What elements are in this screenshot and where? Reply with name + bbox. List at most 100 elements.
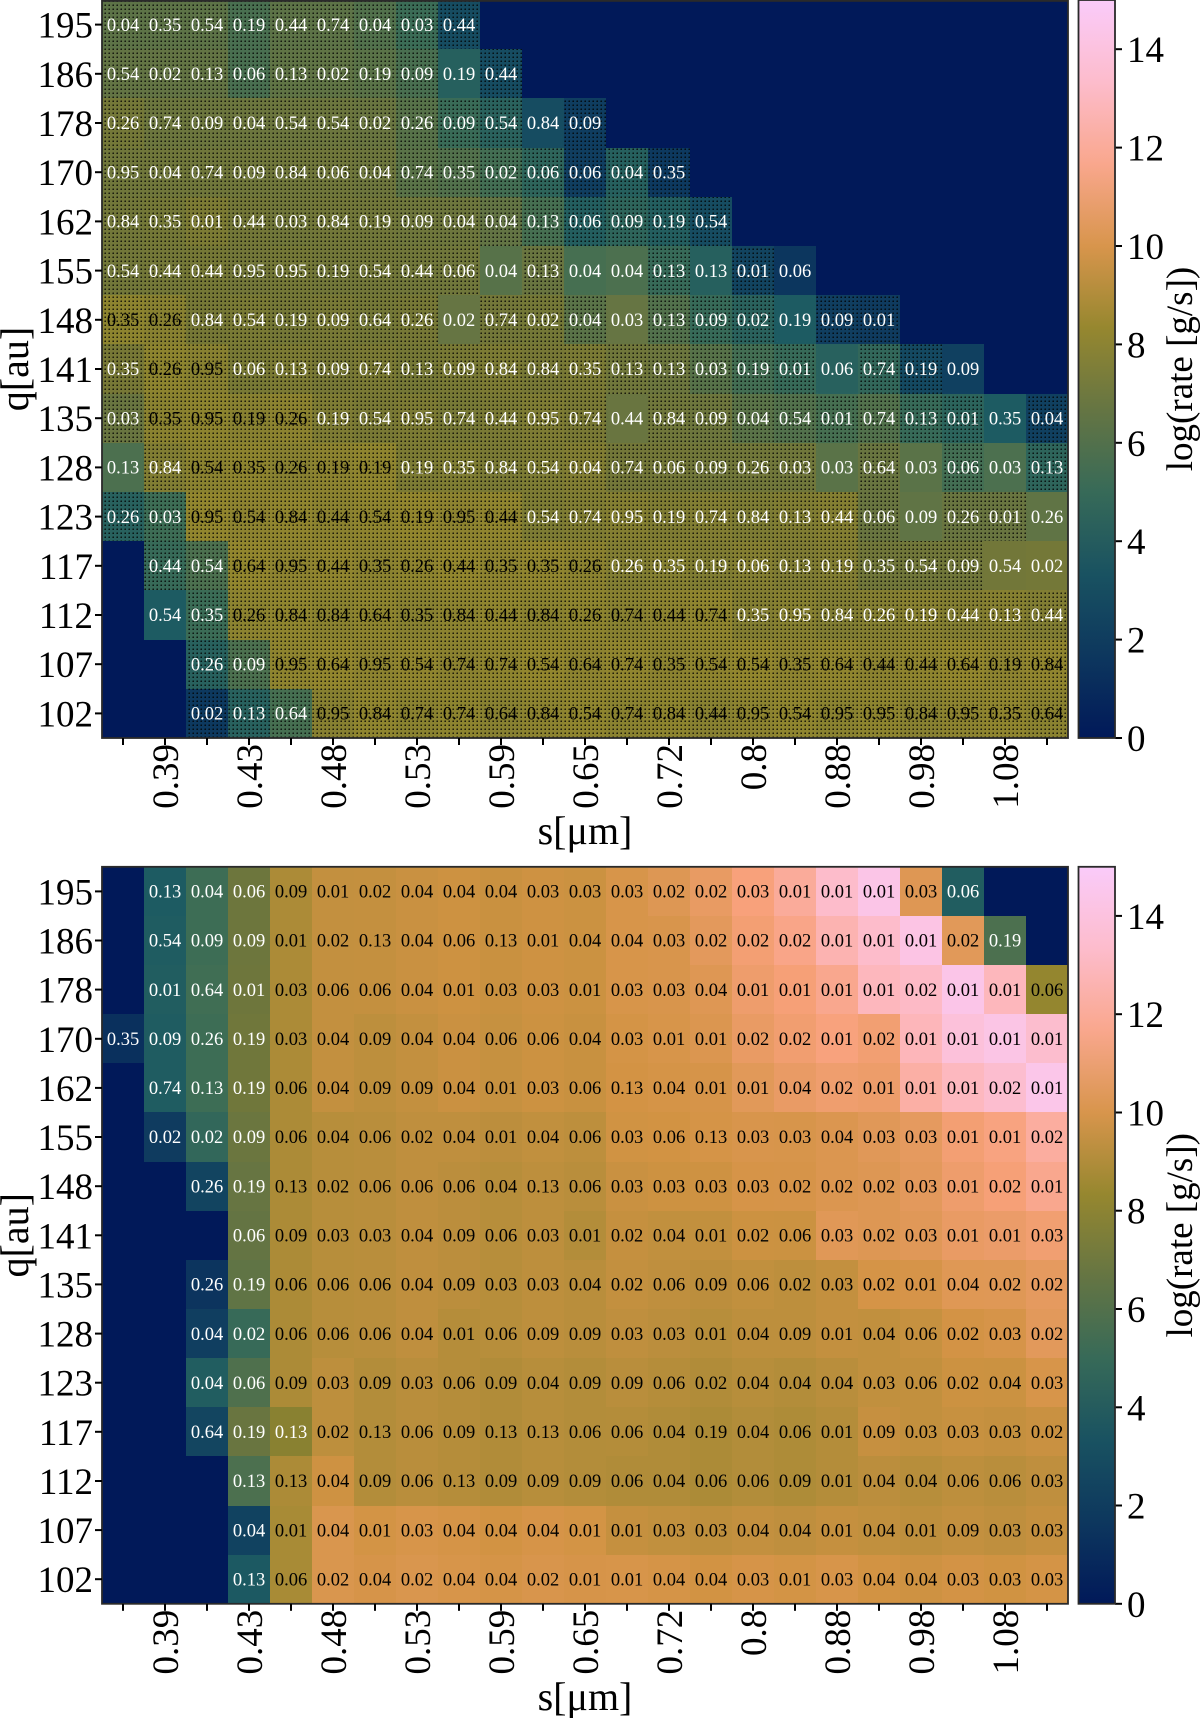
svg-text:0.64: 0.64 (191, 981, 223, 1001)
svg-text:0.06: 0.06 (947, 1472, 979, 1492)
svg-text:0.44: 0.44 (653, 606, 685, 626)
svg-text:0.95: 0.95 (821, 705, 853, 725)
svg-text:0.01: 0.01 (611, 1521, 643, 1541)
svg-text:0.02: 0.02 (611, 1276, 643, 1296)
svg-text:0.02: 0.02 (191, 705, 223, 725)
svg-text:0.06: 0.06 (233, 65, 265, 85)
svg-text:0.04: 0.04 (821, 1128, 853, 1148)
svg-text:0.35: 0.35 (233, 459, 265, 479)
svg-text:0.04: 0.04 (485, 883, 517, 903)
svg-text:0.03: 0.03 (1031, 1521, 1063, 1541)
svg-text:0.02: 0.02 (737, 1227, 769, 1247)
svg-text:0.19: 0.19 (401, 459, 433, 479)
svg-text:0.04: 0.04 (611, 932, 643, 952)
svg-text:128: 128 (38, 448, 94, 489)
svg-text:0.03: 0.03 (989, 1521, 1021, 1541)
svg-text:0.35: 0.35 (989, 409, 1021, 429)
svg-text:0.03: 0.03 (947, 1423, 979, 1443)
svg-text:0.01: 0.01 (359, 1521, 391, 1541)
svg-text:0.95: 0.95 (359, 655, 391, 675)
svg-text:135: 135 (38, 399, 94, 440)
svg-text:0.04: 0.04 (359, 16, 391, 36)
svg-text:0.01: 0.01 (443, 981, 475, 1001)
svg-text:0.74: 0.74 (611, 705, 643, 725)
svg-text:0.06: 0.06 (653, 1374, 685, 1394)
svg-text:0.13: 0.13 (779, 557, 811, 577)
svg-text:0.06: 0.06 (905, 1374, 937, 1394)
svg-text:0.13: 0.13 (527, 1177, 559, 1197)
svg-text:0.04: 0.04 (233, 114, 265, 134)
svg-text:0.02: 0.02 (317, 1423, 349, 1443)
svg-text:0.95: 0.95 (191, 409, 223, 429)
svg-text:0.44: 0.44 (1031, 606, 1063, 626)
svg-text:0.03: 0.03 (779, 1128, 811, 1148)
svg-text:0.26: 0.26 (107, 508, 139, 528)
svg-text:0.01: 0.01 (905, 1276, 937, 1296)
svg-text:0.74: 0.74 (569, 508, 601, 528)
svg-text:0.84: 0.84 (1031, 655, 1063, 675)
svg-text:0.44: 0.44 (485, 65, 517, 85)
svg-text:0.19: 0.19 (359, 459, 391, 479)
svg-text:0.19: 0.19 (233, 1030, 265, 1050)
svg-text:0.84: 0.84 (527, 114, 559, 134)
svg-text:0.44: 0.44 (863, 655, 895, 675)
svg-text:0.01: 0.01 (695, 1325, 727, 1345)
svg-text:0.09: 0.09 (317, 360, 349, 380)
svg-text:0.06: 0.06 (569, 213, 601, 233)
svg-text:0.35: 0.35 (443, 163, 475, 183)
svg-text:0.02: 0.02 (821, 1177, 853, 1197)
svg-text:0.19: 0.19 (989, 655, 1021, 675)
svg-text:0.44: 0.44 (149, 557, 181, 577)
svg-text:6: 6 (1127, 424, 1146, 465)
svg-text:0.74: 0.74 (485, 655, 517, 675)
svg-text:0.84: 0.84 (527, 705, 559, 725)
svg-text:0.02: 0.02 (359, 883, 391, 903)
svg-text:0.84: 0.84 (275, 508, 307, 528)
svg-text:0.03: 0.03 (611, 1325, 643, 1345)
svg-text:0.44: 0.44 (401, 262, 433, 282)
svg-text:0.84: 0.84 (821, 606, 853, 626)
svg-text:0.02: 0.02 (653, 883, 685, 903)
svg-text:0.35: 0.35 (989, 705, 1021, 725)
svg-text:0.04: 0.04 (191, 1325, 223, 1345)
svg-text:0.09: 0.09 (233, 655, 265, 675)
svg-text:0.35: 0.35 (527, 557, 559, 577)
svg-text:0.02: 0.02 (737, 311, 769, 331)
svg-text:0.09: 0.09 (695, 1276, 727, 1296)
svg-text:0.03: 0.03 (653, 1521, 685, 1541)
svg-text:0.06: 0.06 (485, 1030, 517, 1050)
svg-text:0.03: 0.03 (1031, 1227, 1063, 1247)
svg-text:2: 2 (1127, 1487, 1146, 1528)
svg-text:0.04: 0.04 (443, 1570, 475, 1590)
svg-text:0.09: 0.09 (569, 1472, 601, 1492)
svg-text:0.04: 0.04 (737, 1521, 769, 1541)
svg-text:0.06: 0.06 (401, 1423, 433, 1443)
svg-text:0.01: 0.01 (527, 932, 559, 952)
svg-text:0.03: 0.03 (695, 1177, 727, 1197)
svg-text:0.8: 0.8 (734, 1610, 775, 1656)
svg-text:0.03: 0.03 (149, 508, 181, 528)
svg-text:0.64: 0.64 (1031, 705, 1063, 725)
svg-text:0.01: 0.01 (569, 981, 601, 1001)
svg-text:0.06: 0.06 (275, 1276, 307, 1296)
svg-text:0.09: 0.09 (695, 459, 727, 479)
svg-text:0.09: 0.09 (611, 213, 643, 233)
svg-text:0.35: 0.35 (485, 557, 517, 577)
svg-text:0.04: 0.04 (485, 1177, 517, 1197)
svg-text:0.09: 0.09 (401, 213, 433, 233)
svg-text:0.84: 0.84 (359, 705, 391, 725)
svg-text:0.06: 0.06 (569, 163, 601, 183)
svg-text:0.06: 0.06 (443, 262, 475, 282)
svg-text:0.26: 0.26 (569, 557, 601, 577)
svg-text:0.02: 0.02 (149, 1128, 181, 1148)
svg-text:0.35: 0.35 (779, 655, 811, 675)
svg-text:0: 0 (1127, 719, 1146, 760)
svg-text:0.54: 0.54 (107, 262, 139, 282)
svg-text:0.74: 0.74 (149, 114, 181, 134)
svg-text:0.01: 0.01 (905, 1030, 937, 1050)
svg-text:0.02: 0.02 (485, 163, 517, 183)
svg-text:0.48: 0.48 (314, 744, 355, 809)
svg-text:0.84: 0.84 (653, 409, 685, 429)
svg-text:0.04: 0.04 (695, 1570, 727, 1590)
svg-text:0.01: 0.01 (779, 1570, 811, 1590)
